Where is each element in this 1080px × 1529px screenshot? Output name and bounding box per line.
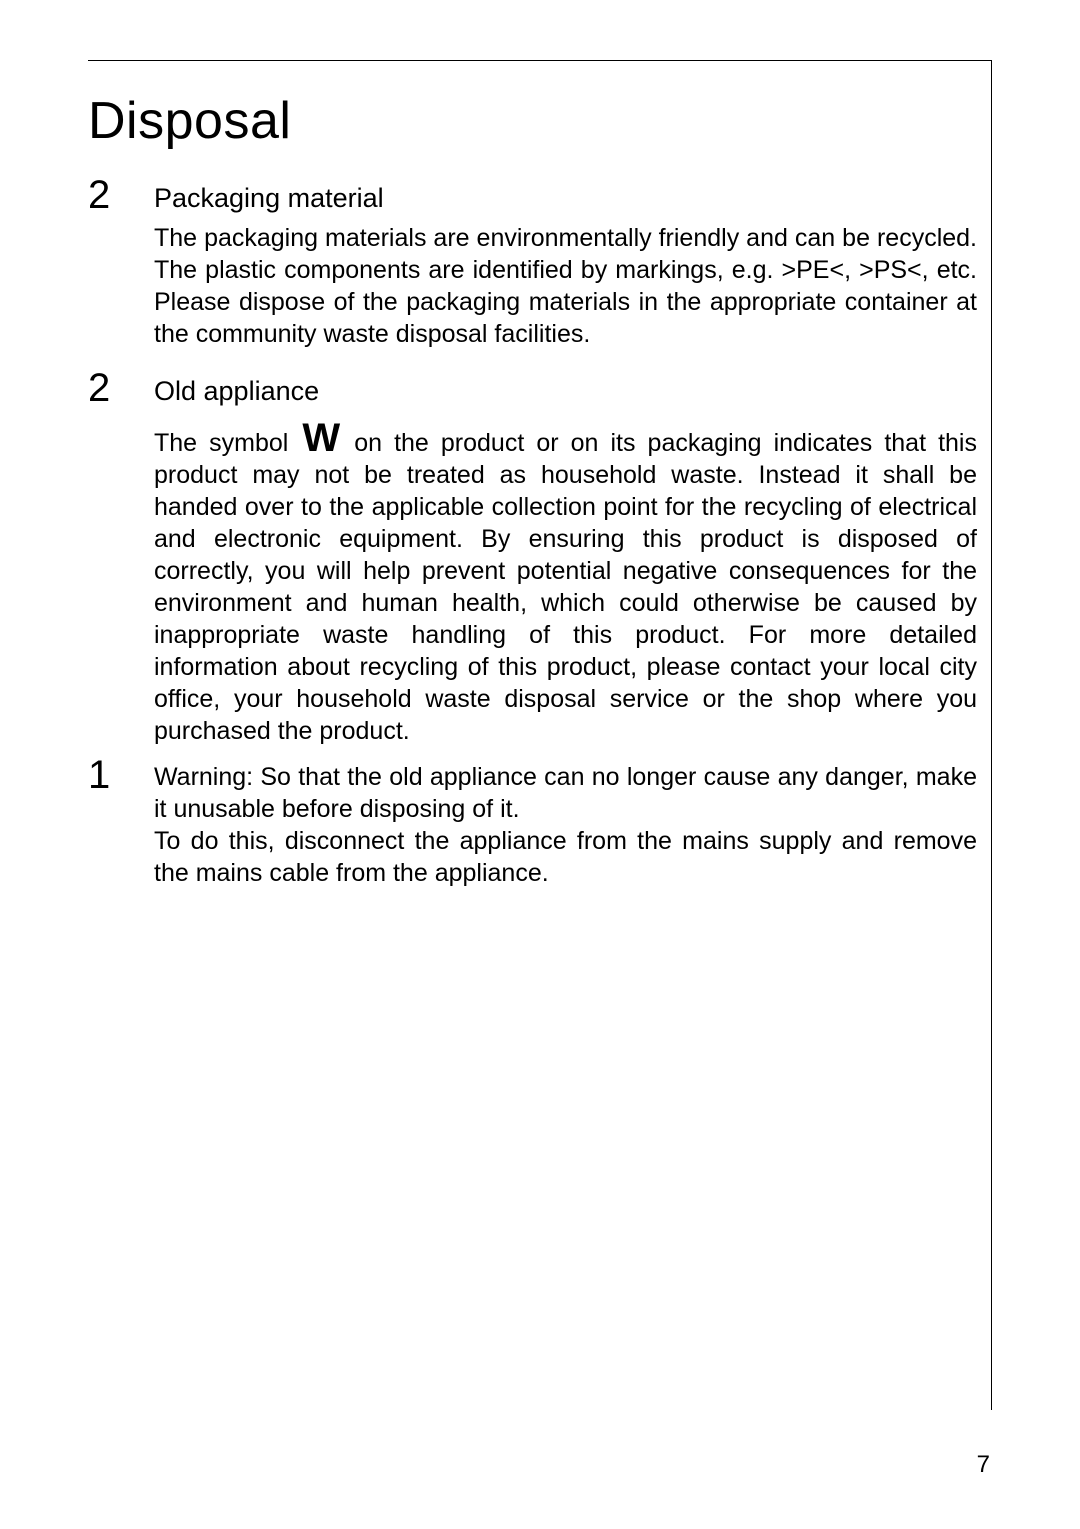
old-appliance-marker: 2 xyxy=(88,368,110,408)
section-old-appliance: 2 Old appliance The symbol W on the prod… xyxy=(88,368,977,747)
weee-symbol-icon: W xyxy=(300,416,342,460)
packaging-marker: 2 xyxy=(88,175,110,215)
warning-body-after-label: So that the old appliance can no longer … xyxy=(154,763,977,823)
marker-col: 1 xyxy=(88,755,154,795)
page-number: 7 xyxy=(977,1451,990,1479)
packaging-heading: Packaging material xyxy=(154,181,977,216)
warning-marker: 1 xyxy=(88,755,110,795)
old-appliance-content: Old appliance The symbol W on the produc… xyxy=(154,368,977,747)
section-warning: 1 Warning: So that the old appliance can… xyxy=(88,755,977,889)
old-appliance-body-suffix: on the product or on its packaging indic… xyxy=(154,429,977,745)
warning-label: Warning: xyxy=(154,763,253,791)
content-frame: Disposal 2 Packaging material The packag… xyxy=(88,60,992,1410)
old-appliance-body: The symbol W on the product or on its pa… xyxy=(154,427,977,747)
marker-col: 2 xyxy=(88,175,154,215)
old-appliance-heading: Old appliance xyxy=(154,374,977,409)
warning-content: Warning: So that the old appliance can n… xyxy=(154,755,977,889)
page-title: Disposal xyxy=(88,91,977,151)
packaging-content: Packaging material The packaging materia… xyxy=(154,175,977,350)
page: Disposal 2 Packaging material The packag… xyxy=(0,0,1080,1529)
packaging-body: The packaging materials are environmenta… xyxy=(154,222,977,350)
old-appliance-body-prefix: The symbol xyxy=(154,429,300,457)
warning-body-line2: To do this, disconnect the appliance fro… xyxy=(154,825,977,889)
marker-col: 2 xyxy=(88,368,154,408)
warning-body: Warning: So that the old appliance can n… xyxy=(154,761,977,825)
section-packaging: 2 Packaging material The packaging mater… xyxy=(88,175,977,350)
